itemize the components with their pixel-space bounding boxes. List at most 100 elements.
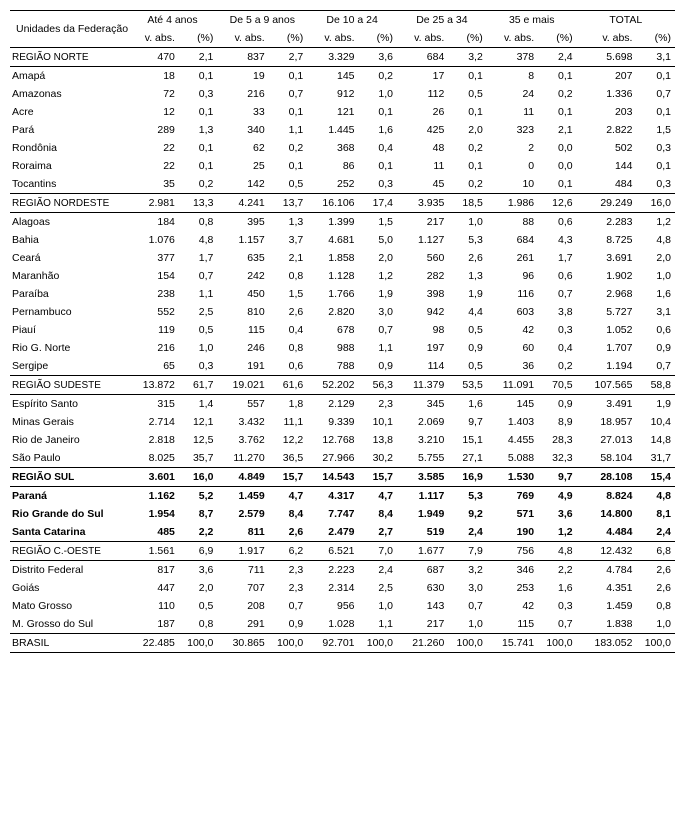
cell-value: 1,3 [448,267,486,285]
cell-value: 0,1 [636,103,675,121]
row-label: Pará [10,121,128,139]
cell-value: 4,8 [636,231,675,249]
cell-value: 0,1 [179,67,218,86]
table-row: Rio G. Norte2161,02460,89881,11970,9600,… [10,339,675,357]
cell-value: 0,7 [636,85,675,103]
cell-value: 72 [128,85,179,103]
data-table: Unidades da Federação Até 4 anos De 5 a … [10,10,675,653]
cell-value: 377 [128,249,179,267]
cell-value: 1,2 [538,523,576,542]
cell-value: 61,6 [269,376,308,395]
cell-value: 238 [128,285,179,303]
cell-value: 2,1 [538,121,576,139]
cell-value: 5.755 [397,449,448,468]
cell-value: 42 [487,597,538,615]
cell-value: 2,4 [538,48,576,67]
cell-value: 190 [487,523,538,542]
cell-value: 12.768 [307,431,358,449]
header-sub-pct: (%) [269,29,308,48]
cell-value: 4.484 [577,523,637,542]
row-label: Tocantins [10,175,128,194]
cell-value: 2.822 [577,121,637,139]
table-row: Paraná1.1625,21.4594,74.3174,71.1175,376… [10,487,675,506]
cell-value: 145 [487,395,538,414]
cell-value: 8.824 [577,487,637,506]
cell-value: 13,8 [359,431,397,449]
table-row: Alagoas1840,83951,31.3991,52171,0880,62.… [10,213,675,232]
cell-value: 1.399 [307,213,358,232]
cell-value: 2,4 [448,523,486,542]
cell-value: 86 [307,157,358,175]
cell-value: 4,9 [538,487,576,506]
table-row: BRASIL22.485100,030.865100,092.701100,02… [10,634,675,653]
table-row: Pernambuco5522,58102,62.8203,09424,46033… [10,303,675,321]
cell-value: 0,3 [359,175,397,194]
cell-value: 1,0 [448,615,486,634]
cell-value: 1,7 [538,249,576,267]
table-body: REGIÃO NORTE4702,18372,73.3293,66843,237… [10,48,675,653]
cell-value: 115 [217,321,268,339]
table-row: Paraíba2381,14501,51.7661,93981,91160,72… [10,285,675,303]
table-row: Distrito Federal8173,67112,32.2232,46873… [10,561,675,580]
cell-value: 1.766 [307,285,358,303]
cell-value: 3,0 [448,579,486,597]
cell-value: 484 [577,175,637,194]
row-label: BRASIL [10,634,128,653]
cell-value: 1.677 [397,542,448,561]
cell-value: 13,3 [179,194,218,213]
cell-value: 1,2 [359,267,397,285]
header-sub-pct: (%) [179,29,218,48]
cell-value: 1.986 [487,194,538,213]
cell-value: 0,1 [636,157,675,175]
row-label: M. Grosso do Sul [10,615,128,634]
cell-value: 0,1 [179,157,218,175]
cell-value: 12,6 [538,194,576,213]
cell-value: 4,7 [269,487,308,506]
cell-value: 5.088 [487,449,538,468]
table-row: REGIÃO NORDESTE2.98113,34.24113,716.1061… [10,194,675,213]
cell-value: 15,7 [359,468,397,487]
cell-value: 17,4 [359,194,397,213]
cell-value: 3,6 [359,48,397,67]
cell-value: 2.820 [307,303,358,321]
cell-value: 368 [307,139,358,157]
cell-value: 3.691 [577,249,637,267]
cell-value: 1,9 [448,285,486,303]
cell-value: 1.707 [577,339,637,357]
cell-value: 0,0 [538,139,576,157]
cell-value: 8,1 [636,505,675,523]
cell-value: 3,7 [269,231,308,249]
cell-value: 10 [487,175,538,194]
cell-value: 1,1 [359,615,397,634]
cell-value: 3,8 [538,303,576,321]
cell-value: 0,5 [179,321,218,339]
cell-value: 2,6 [269,523,308,542]
table-row: Santa Catarina4852,28112,62.4792,75192,4… [10,523,675,542]
cell-value: 60 [487,339,538,357]
cell-value: 0,2 [359,67,397,86]
cell-value: 0,1 [538,175,576,194]
row-label: REGIÃO SUDESTE [10,376,128,395]
cell-value: 0,7 [269,597,308,615]
cell-value: 142 [217,175,268,194]
cell-value: 184 [128,213,179,232]
cell-value: 0,5 [448,321,486,339]
row-label: Maranhão [10,267,128,285]
cell-value: 5,3 [448,231,486,249]
cell-value: 0,3 [538,597,576,615]
row-label: Goiás [10,579,128,597]
cell-value: 4,3 [538,231,576,249]
cell-value: 3.210 [397,431,448,449]
cell-value: 100,0 [359,634,397,653]
cell-value: 0,9 [269,615,308,634]
cell-value: 62 [217,139,268,157]
cell-value: 0,7 [538,615,576,634]
cell-value: 0,3 [636,139,675,157]
cell-value: 15.741 [487,634,538,653]
cell-value: 15,4 [636,468,675,487]
cell-value: 121 [307,103,358,121]
cell-value: 684 [397,48,448,67]
table-row: Sergipe650,31910,67880,91140,5360,21.194… [10,357,675,376]
cell-value: 197 [397,339,448,357]
cell-value: 207 [577,67,637,86]
